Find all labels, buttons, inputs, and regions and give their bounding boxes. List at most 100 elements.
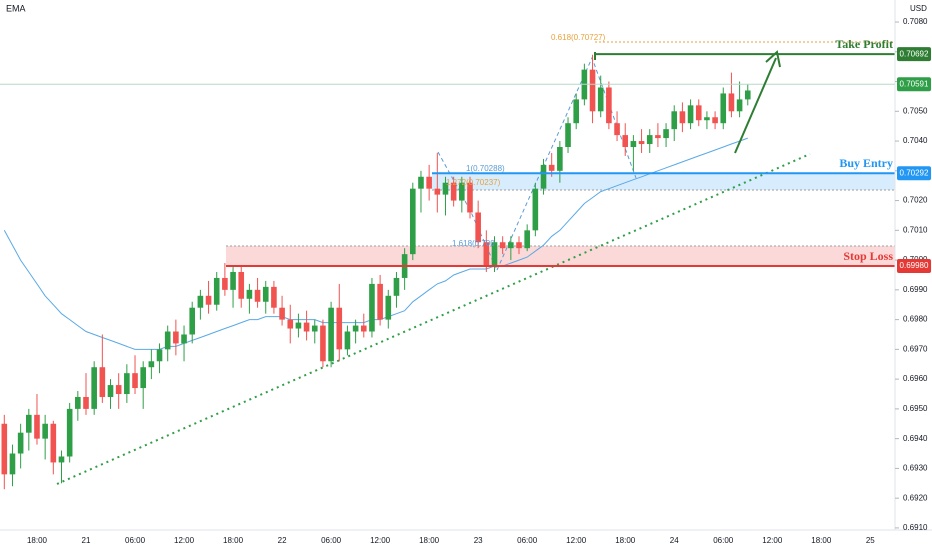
x-tick-label: 06:00	[125, 536, 146, 545]
candle-body	[230, 271, 236, 290]
y-tick-label: 0.6940	[903, 434, 928, 443]
candle-body	[499, 242, 506, 249]
price-badge-label: 0.70692	[900, 49, 929, 58]
y-tick-label: 0.6910	[903, 523, 928, 532]
candle-body	[262, 286, 269, 302]
y-tick-label: 0.6960	[903, 374, 928, 383]
candle-body	[164, 331, 171, 350]
candle-body	[614, 123, 620, 136]
candle-body	[132, 373, 138, 389]
x-tick-label: 12:00	[762, 536, 783, 545]
candle-body	[704, 117, 710, 121]
y-tick-label: 0.6970	[903, 344, 928, 353]
y-tick-label: 0.7040	[903, 136, 928, 145]
x-tick-label: 23	[474, 536, 483, 545]
candle-body	[606, 87, 612, 124]
y-tick-label: 0.6990	[903, 285, 928, 294]
candle-body	[58, 456, 65, 463]
candle-body	[352, 325, 359, 332]
candle-body	[663, 129, 669, 139]
indicator-label: EMA	[6, 3, 26, 13]
candle-body	[630, 141, 637, 148]
candle-body	[254, 289, 261, 302]
candle-body	[83, 396, 89, 409]
candle-body	[140, 367, 146, 389]
trend-line	[56, 153, 811, 485]
candle-body	[459, 182, 465, 201]
candle-body	[197, 295, 204, 308]
price-badge-label: 0.70591	[900, 79, 929, 88]
candle-body	[712, 117, 718, 124]
candle-body	[205, 295, 212, 305]
x-tick-label: 12:00	[174, 536, 195, 545]
candle-body	[655, 135, 661, 139]
y-tick-label: 0.6980	[903, 315, 928, 324]
candle-body	[622, 135, 629, 148]
candle-body	[687, 105, 694, 124]
x-tick-label: 18:00	[811, 536, 832, 545]
candle-body	[344, 331, 351, 350]
x-tick-label: 18:00	[419, 536, 440, 545]
candle-body	[99, 367, 106, 397]
plot	[0, 53, 895, 490]
candle-body	[393, 277, 400, 296]
candle-body	[385, 295, 392, 320]
candle-body	[589, 69, 596, 112]
x-tick-label: 18:00	[615, 536, 636, 545]
candle-body	[279, 307, 285, 320]
candle-body	[1, 423, 8, 475]
candle-body	[50, 423, 57, 463]
y-tick-label: 0.7050	[903, 106, 928, 115]
candle-body	[311, 325, 318, 332]
candle-body	[410, 188, 416, 255]
price-axis	[895, 0, 932, 550]
y-tick-label: 0.7080	[903, 17, 928, 26]
price-badge	[897, 77, 931, 92]
candle-body	[156, 349, 163, 362]
fib-label: 1.272(0.70237)	[446, 178, 501, 187]
candle-body	[91, 367, 97, 409]
fib-label: 1(0.70288)	[466, 164, 505, 173]
ema-line	[3, 137, 748, 350]
fib-label: 0.618(0.70727)	[551, 33, 606, 42]
candle-body	[115, 385, 122, 395]
candle-body	[26, 414, 32, 433]
y-tick-label: 0.6920	[903, 493, 928, 502]
candle-body	[271, 286, 277, 308]
y-tick-label: 0.7020	[903, 196, 928, 205]
candle-body	[181, 334, 187, 344]
candle-body	[42, 423, 48, 439]
candle-body	[222, 277, 228, 290]
y-tick-label: 0.6930	[903, 464, 928, 473]
price-badge	[897, 259, 931, 274]
x-tick-label: 12:00	[370, 536, 391, 545]
price-badge-label: 0.70292	[900, 168, 929, 177]
candle-body	[426, 176, 432, 189]
candle-body	[565, 123, 571, 148]
candle-body	[516, 242, 522, 249]
candle-body	[434, 188, 441, 195]
candle-body	[238, 271, 245, 299]
candle-body	[720, 93, 727, 124]
candle-body	[189, 307, 196, 335]
candle-body	[450, 182, 457, 201]
x-tick-label: 06:00	[517, 536, 538, 545]
candle-body	[557, 147, 563, 171]
fib-label: 1.618(0.700	[452, 239, 495, 248]
candle-body	[475, 212, 481, 243]
x-tick-label: 18:00	[27, 536, 48, 545]
candle-body	[107, 385, 114, 397]
candle-body	[66, 408, 73, 457]
candle-body	[679, 111, 686, 124]
stop-zone	[226, 246, 895, 266]
candle-body	[646, 135, 653, 145]
candle-body	[467, 182, 473, 213]
arrow-head	[765, 50, 781, 68]
candle-body	[9, 453, 16, 475]
x-tick-label: 21	[82, 536, 91, 545]
candle-body	[336, 307, 343, 350]
currency-label: USD	[910, 4, 927, 13]
arrow	[734, 57, 777, 154]
candle-body	[17, 432, 24, 454]
